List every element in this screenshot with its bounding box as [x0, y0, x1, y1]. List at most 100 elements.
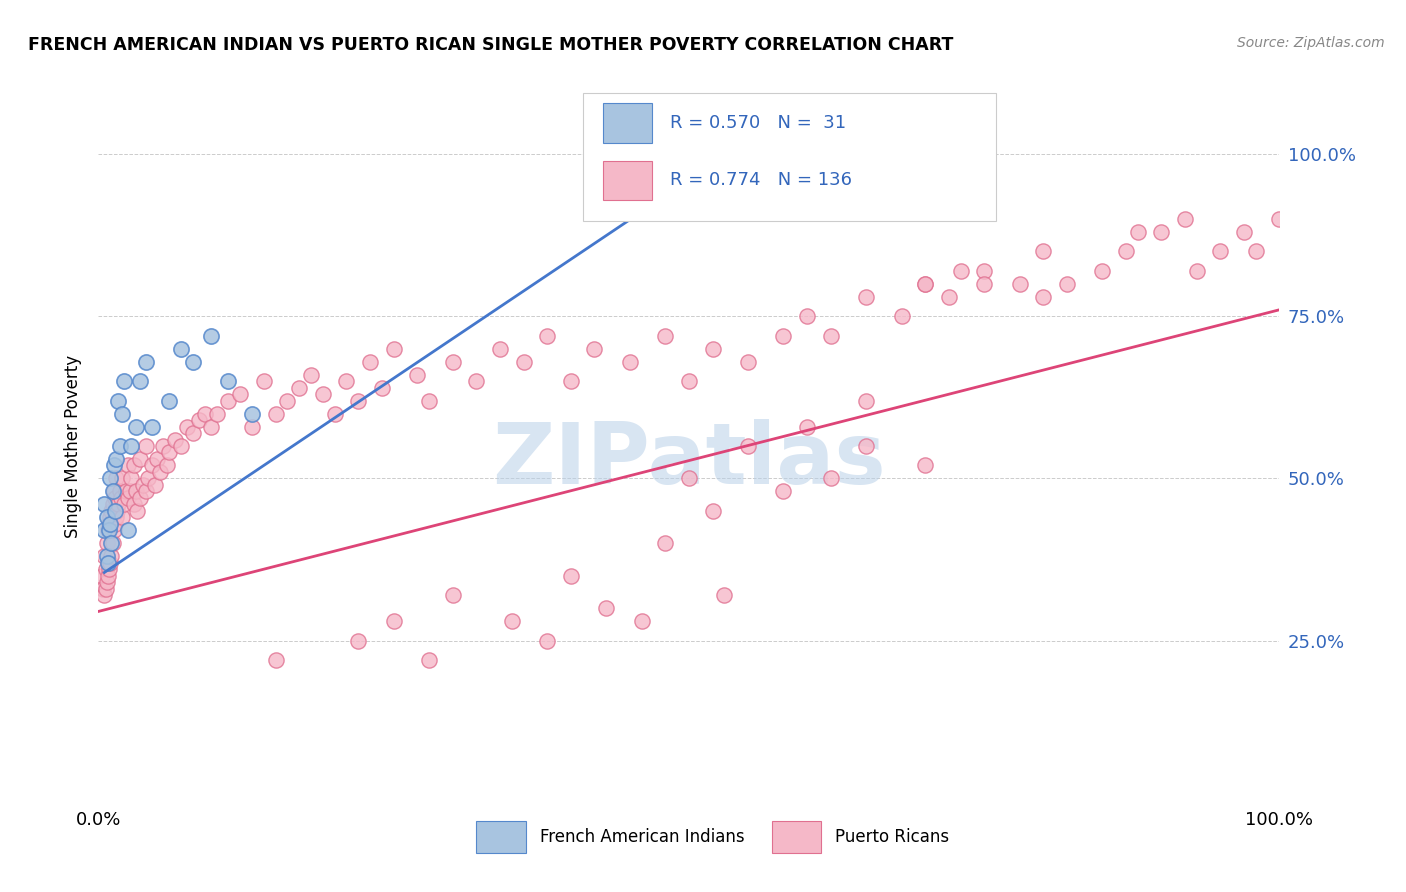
Point [890, 310, 912, 324]
Point [97, 568, 120, 582]
Point [94, 582, 117, 596]
Point [146, 452, 169, 467]
Point [702, 342, 724, 356]
Point [1008, 277, 1031, 291]
Point [678, 471, 700, 485]
Point [583, 342, 606, 356]
Point [100, 549, 122, 564]
Point [441, 354, 464, 368]
Point [103, 458, 125, 473]
Point [1056, 277, 1078, 291]
Point [111, 471, 134, 485]
Point [135, 354, 157, 368]
Point [418, 393, 440, 408]
Point [914, 277, 936, 291]
FancyBboxPatch shape [582, 93, 995, 221]
Point [117, 458, 139, 473]
Point [152, 439, 174, 453]
Point [489, 342, 512, 356]
Point [359, 354, 381, 368]
Point [114, 484, 136, 499]
Point [101, 497, 124, 511]
Point [253, 374, 276, 388]
Point [94, 562, 117, 576]
Point [98, 516, 121, 531]
Point [299, 368, 322, 382]
Point [111, 510, 134, 524]
Point [678, 374, 700, 388]
Point [323, 407, 346, 421]
Point [949, 264, 972, 278]
Point [536, 328, 558, 343]
Bar [603, 103, 652, 143]
Point [619, 354, 641, 368]
Point [737, 439, 759, 453]
Point [128, 374, 150, 388]
Point [98, 471, 121, 485]
Point [98, 516, 121, 531]
Point [772, 328, 794, 343]
Point [110, 491, 132, 505]
Text: FRENCH AMERICAN INDIAN VS PUERTO RICAN SINGLE MOTHER POVERTY CORRELATION CHART: FRENCH AMERICAN INDIAN VS PUERTO RICAN S… [28, 36, 953, 54]
Point [165, 433, 187, 447]
Point [820, 328, 842, 343]
Point [512, 354, 534, 368]
Point [96, 575, 118, 590]
Point [560, 568, 582, 582]
Point [93, 549, 115, 564]
Point [820, 471, 842, 485]
Point [117, 524, 139, 538]
Point [181, 425, 204, 440]
Point [406, 368, 429, 382]
Point [1233, 225, 1256, 239]
Point [1244, 244, 1267, 259]
Point [108, 484, 131, 499]
Point [121, 439, 143, 453]
Point [973, 277, 995, 291]
Point [382, 614, 405, 628]
Point [141, 458, 163, 473]
Point [713, 588, 735, 602]
Point [938, 290, 960, 304]
Point [97, 556, 120, 570]
Point [127, 504, 149, 518]
Point [101, 484, 124, 499]
Point [111, 407, 134, 421]
Point [240, 407, 263, 421]
Point [101, 536, 124, 550]
Point [654, 328, 676, 343]
Point [143, 478, 166, 492]
Point [170, 439, 193, 453]
Point [194, 407, 217, 421]
Point [181, 354, 204, 368]
Point [103, 484, 125, 499]
Point [100, 536, 122, 550]
Point [1032, 244, 1054, 259]
Point [666, 173, 689, 187]
Point [973, 264, 995, 278]
Point [1032, 290, 1054, 304]
Point [96, 536, 118, 550]
Bar [772, 822, 821, 853]
Point [418, 653, 440, 667]
Point [229, 387, 252, 401]
Point [1126, 225, 1149, 239]
Y-axis label: Single Mother Poverty: Single Mother Poverty [65, 354, 83, 538]
Point [1115, 244, 1137, 259]
Point [128, 452, 150, 467]
Point [176, 419, 198, 434]
Point [855, 439, 877, 453]
Point [205, 407, 228, 421]
Text: R = 0.774   N = 136: R = 0.774 N = 136 [671, 171, 852, 189]
Point [136, 471, 159, 485]
Point [595, 601, 617, 615]
Point [125, 484, 148, 499]
Point [678, 173, 700, 187]
Point [217, 393, 239, 408]
Point [98, 562, 121, 576]
Point [104, 491, 127, 505]
Point [121, 471, 143, 485]
Text: Puerto Ricans: Puerto Ricans [835, 828, 949, 846]
Point [1091, 264, 1114, 278]
Text: Source: ZipAtlas.com: Source: ZipAtlas.com [1237, 36, 1385, 50]
